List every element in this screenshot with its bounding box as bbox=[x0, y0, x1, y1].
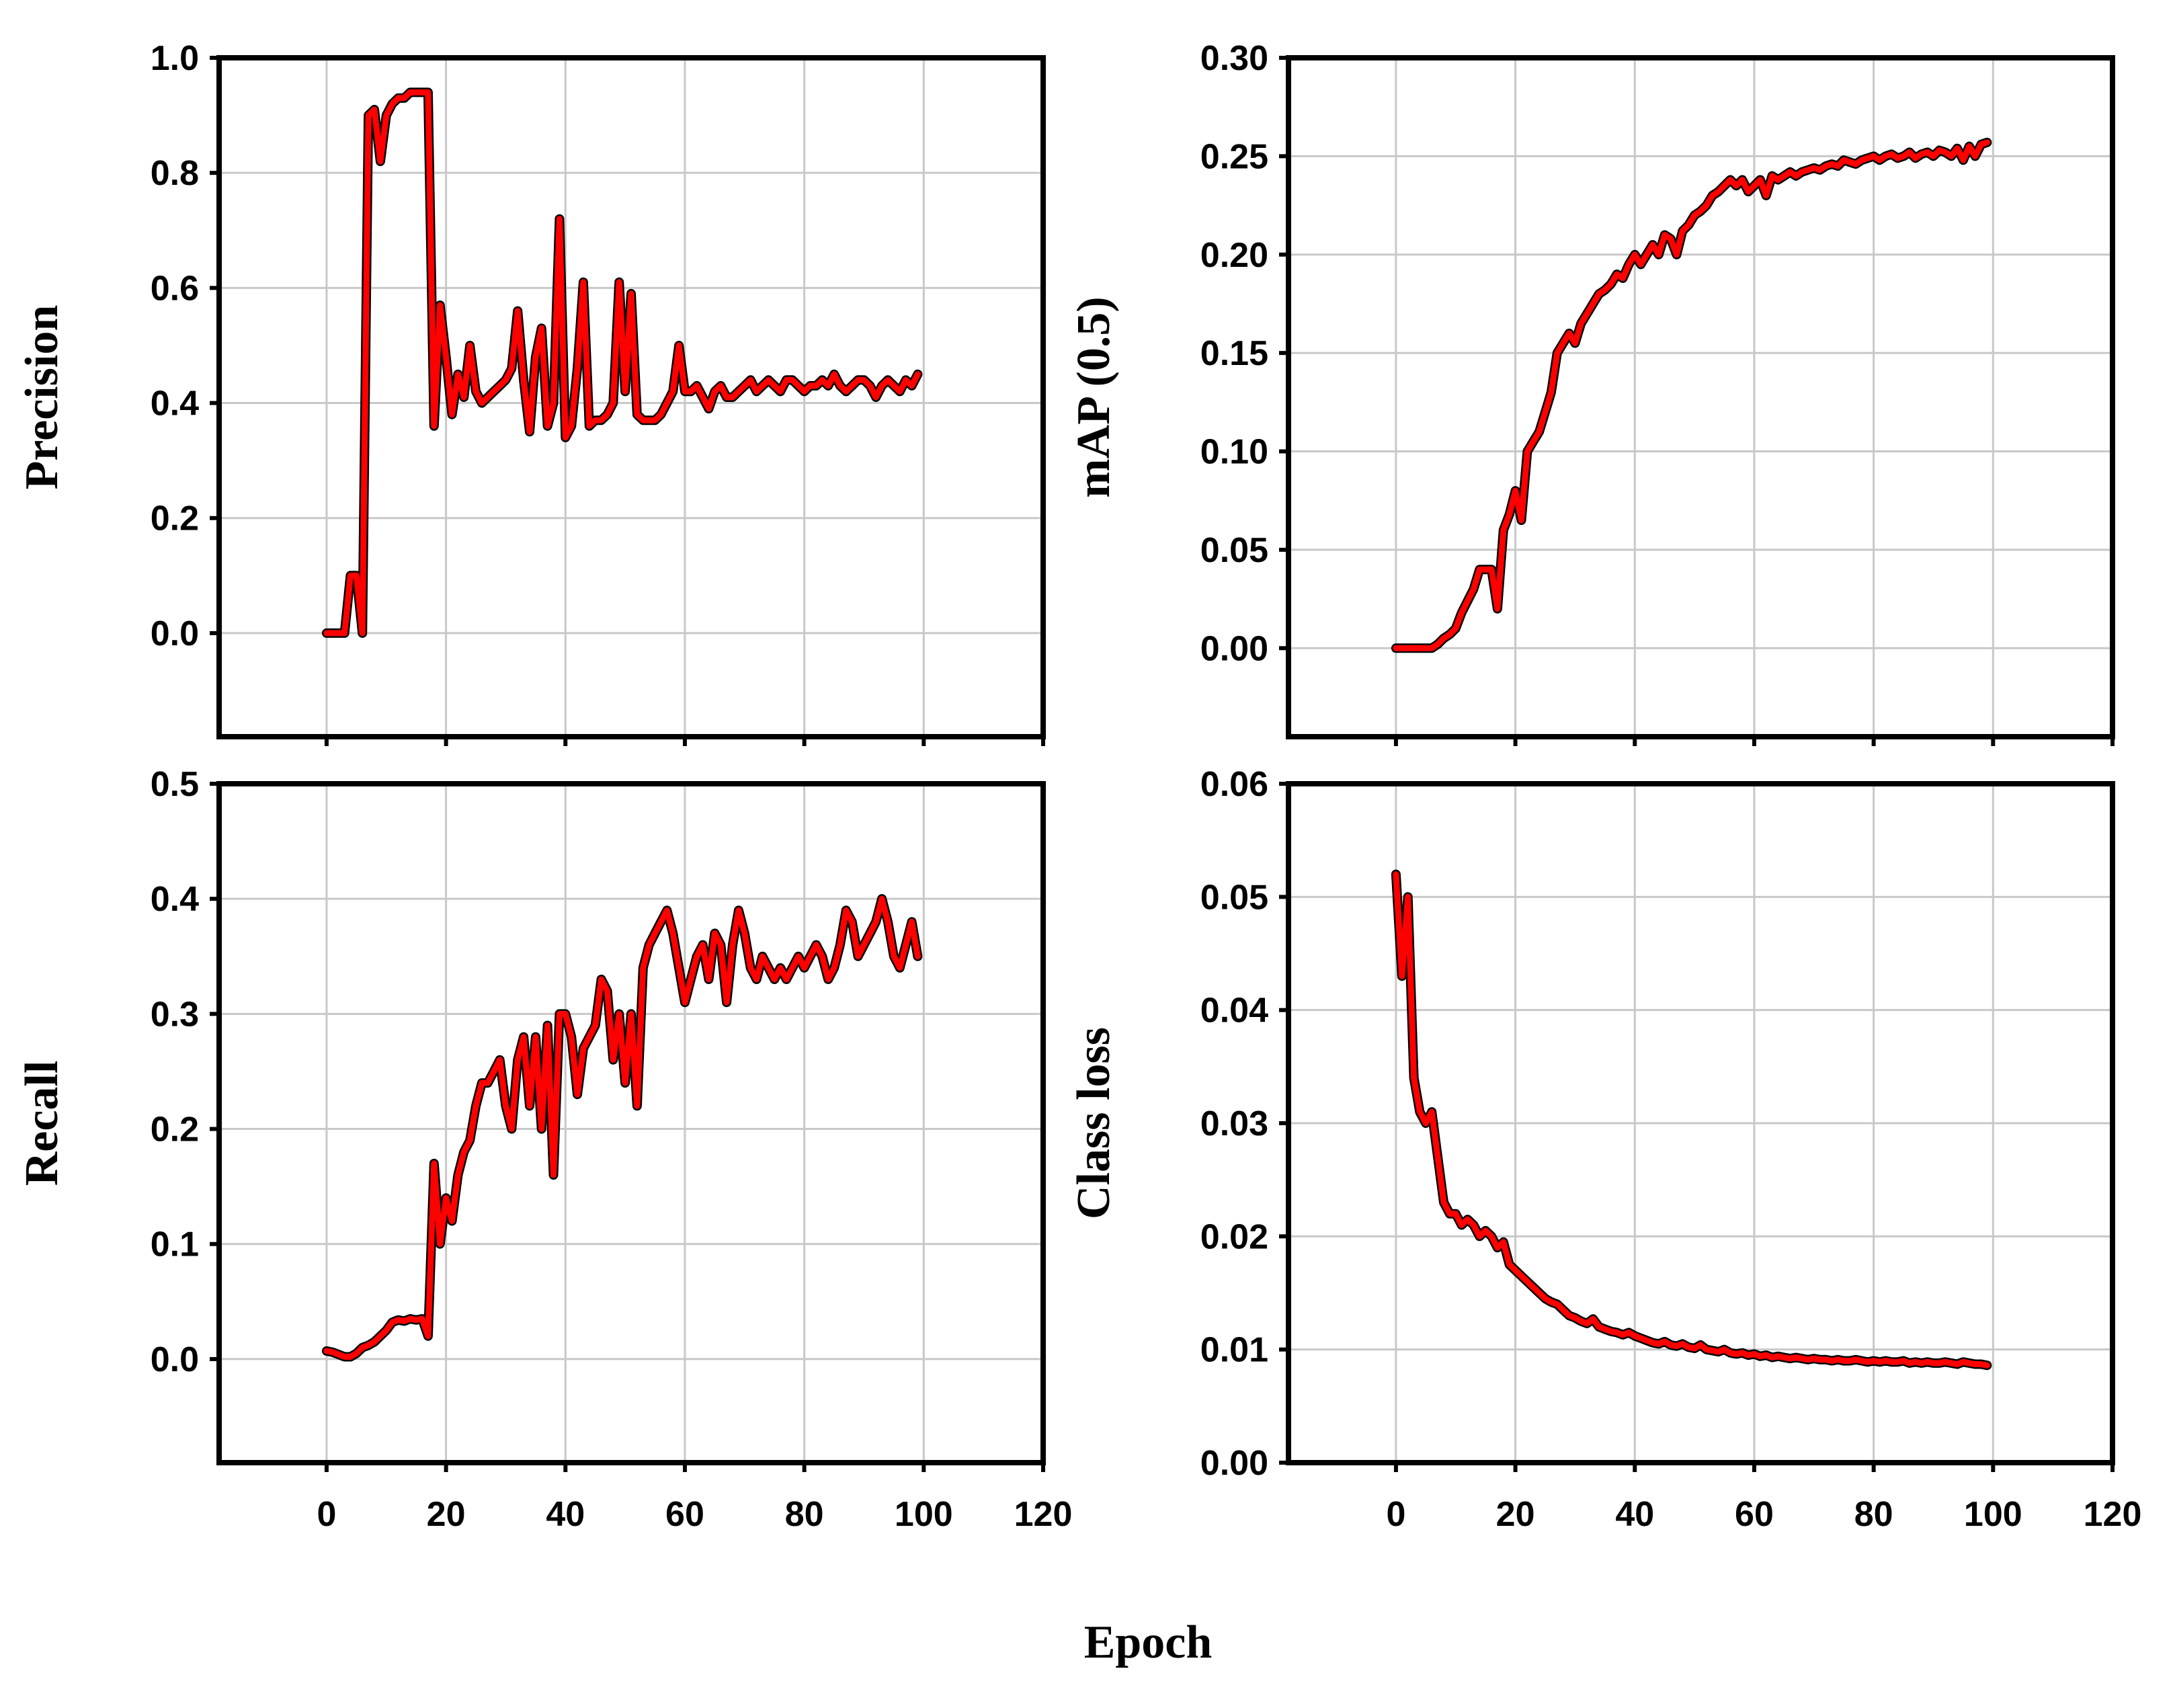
x-tick-label: 80 bbox=[1854, 1495, 1893, 1534]
y-tick-label: 0.30 bbox=[1200, 39, 1268, 78]
y-tick-label: 0.20 bbox=[1200, 236, 1268, 275]
precision-series-line bbox=[323, 89, 921, 637]
y-tick-label: 0.0 bbox=[151, 1340, 199, 1379]
y-tick-label: 0.02 bbox=[1200, 1217, 1268, 1256]
x-tick-label: 80 bbox=[785, 1495, 824, 1534]
x-tick-label: 60 bbox=[665, 1495, 704, 1534]
y-tick-label: 0.04 bbox=[1200, 991, 1268, 1030]
x-tick-label: 20 bbox=[427, 1495, 466, 1534]
x-tick-label: 0 bbox=[1386, 1495, 1405, 1534]
chart-map: 0.00 0.05 0.10 0.15 0.20 0.25 0.30 mAP (0.5) bbox=[1068, 39, 2115, 746]
x-tick-label: 120 bbox=[1014, 1495, 1073, 1534]
y-axis-title: Recall bbox=[16, 1061, 68, 1186]
y-tick-label: 0.1 bbox=[151, 1225, 199, 1264]
y-tick-label: 0.4 bbox=[151, 880, 199, 919]
y-axis-title: Precision bbox=[16, 305, 68, 490]
y-axis-title: mAP (0.5) bbox=[1068, 296, 1120, 497]
plot-frame bbox=[1286, 55, 2115, 739]
chart-precision: 0.0 0.2 0.4 0.6 0.8 1.0 Precision bbox=[16, 39, 1046, 746]
y-tick-label: 0.6 bbox=[151, 269, 199, 308]
recall-series-line bbox=[323, 895, 921, 1360]
plot-frame bbox=[216, 55, 1046, 739]
y-tick-label: 0.4 bbox=[151, 384, 199, 423]
class-loss-series-outline bbox=[1391, 869, 1992, 1371]
y-tick-label: 0.0 bbox=[151, 614, 199, 653]
x-tick-label: 120 bbox=[2084, 1495, 2142, 1534]
y-tick-label: 0.05 bbox=[1200, 878, 1268, 917]
y-tick-label: 0.15 bbox=[1200, 334, 1268, 373]
y-tick-label: 0.5 bbox=[151, 765, 199, 804]
y-tick-label: 0.3 bbox=[151, 995, 199, 1034]
x-tick-label: 40 bbox=[546, 1495, 585, 1534]
y-axis-title: Class loss bbox=[1068, 1027, 1120, 1219]
x-tick-label: 100 bbox=[895, 1495, 953, 1534]
x-tick-label: 20 bbox=[1496, 1495, 1535, 1534]
recall-series-outline bbox=[321, 894, 923, 1362]
x-tick-label: 60 bbox=[1735, 1495, 1774, 1534]
chart-recall: 0.0 0.1 0.2 0.3 0.4 0.5 0 20 40 60 80 100 120 Recall bbox=[16, 765, 1072, 1534]
y-tick-label: 0.00 bbox=[1200, 1444, 1268, 1483]
x-tick-label: 100 bbox=[1964, 1495, 2022, 1534]
y-tick-label: 0.2 bbox=[151, 1110, 199, 1149]
x-axis-title: Epoch bbox=[1084, 1617, 1213, 1668]
plot-frame bbox=[216, 781, 1046, 1465]
y-tick-label: 0.06 bbox=[1200, 765, 1268, 804]
y-tick-label: 0.8 bbox=[151, 154, 199, 193]
chart-class-loss: 0.00 0.01 0.02 0.03 0.04 0.05 0.06 0 20 40 60 80 100… bbox=[1068, 765, 2141, 1534]
y-tick-label: 0.25 bbox=[1200, 137, 1268, 176]
y-tick-label: 0.2 bbox=[151, 499, 199, 538]
map-0-5-series-line bbox=[1393, 139, 1990, 651]
y-tick-label: 1.0 bbox=[151, 39, 199, 78]
x-tick-label: 40 bbox=[1615, 1495, 1654, 1534]
y-tick-label: 0.05 bbox=[1200, 531, 1268, 570]
y-tick-label: 0.00 bbox=[1200, 629, 1268, 668]
y-tick-label: 0.01 bbox=[1200, 1331, 1268, 1370]
y-tick-label: 0.03 bbox=[1200, 1104, 1268, 1143]
y-tick-label: 0.10 bbox=[1200, 433, 1268, 472]
x-tick-label: 0 bbox=[317, 1495, 336, 1534]
class-loss-series-line bbox=[1393, 871, 1990, 1369]
